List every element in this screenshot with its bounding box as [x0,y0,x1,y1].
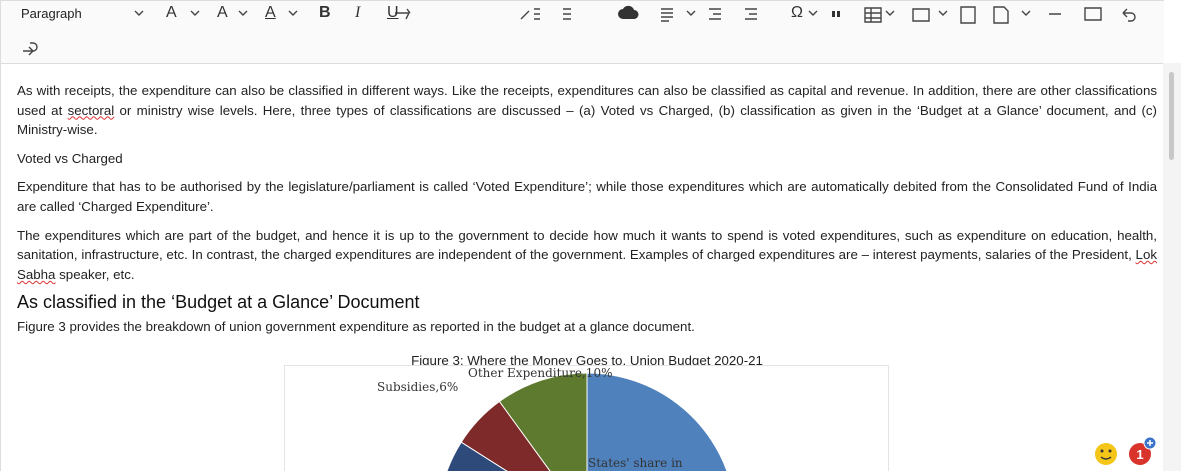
text: The expenditures which are part of the b… [17,227,1157,263]
paragraph: Expenditure that has to be authorised by… [17,177,1157,216]
scroll-thumb[interactable] [1169,72,1174,160]
italic-button[interactable]: I [355,4,361,21]
toolbar: Paragraph A A A B I U Ω [0,0,1164,64]
bold-button[interactable]: B [319,4,331,21]
misspelled-word: sectoral [67,102,115,118]
heading: As classified in the ‘Budget at a Glance… [17,292,420,313]
document-text: As with receipts, the expenditure can al… [17,81,1157,379]
paragraph: The expenditures which are part of the b… [17,226,1157,285]
font-color-icon[interactable]: A [265,4,276,21]
paragraph: Figure 3 provides the breakdown of union… [17,318,695,334]
misspelled-word: Lok Sabha [17,247,1157,282]
pie-label: Other Expenditure,10% [468,366,612,380]
toolbar-icons [23,5,1136,56]
paragraph: Voted vs Charged [17,149,1157,169]
font-size-icon[interactable]: A [217,4,228,21]
text: or ministry wise levels. Here, three typ… [17,102,1157,138]
text: Expenditure that has to be authorised by… [17,179,1157,214]
text: speaker, etc. [55,266,135,282]
editor-content[interactable]: As with receipts, the expenditure can al… [0,63,1164,471]
font-family-icon[interactable]: A [166,4,177,21]
paragraph: As with receipts, the expenditure can al… [17,81,1157,140]
format-select[interactable]: Paragraph [21,6,82,21]
special-char-button[interactable]: Ω [791,4,803,21]
text: As with receipts, the expenditure can al… [17,83,1157,118]
underline-button[interactable]: U [387,4,399,21]
pie-label: States' share in [588,456,683,470]
notification-count: 1 [1136,447,1143,462]
scrollbar[interactable] [1163,63,1181,471]
figure-caption: Figure 3: Where the Money Goes to, Union… [411,352,763,368]
floating-widgets[interactable]: 1 [1094,436,1160,471]
figure-image: Other Expenditure,10% Subsidies,6% State… [284,365,889,471]
pie-label: Subsidies,6% [377,380,458,394]
text: Voted vs Charged [17,150,123,166]
